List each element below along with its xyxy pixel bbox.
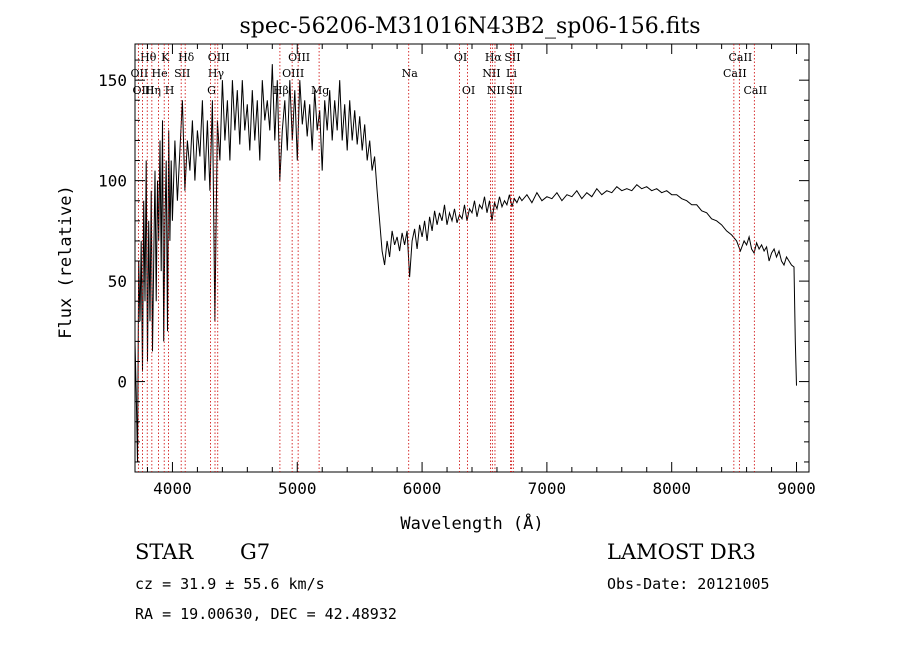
spectral-line-label: Hδ — [178, 51, 195, 64]
object-class: STAR — [135, 540, 194, 564]
x-tick-label: 5000 — [278, 479, 317, 498]
spectral-line-label: He — [152, 67, 168, 80]
y-axis-label: Flux (relative) — [56, 185, 76, 339]
spectral-line-label: OIII — [288, 51, 310, 64]
spectral-line-label: OIII — [132, 84, 154, 97]
plot-area — [134, 64, 797, 463]
spectral-line-label: Hα — [485, 51, 503, 64]
spectral-line-label: OI — [454, 51, 467, 64]
spectral-line-label: Mg — [311, 84, 329, 97]
spectral-line-label: Li — [506, 67, 517, 80]
spectral-line-label: OI — [462, 84, 475, 97]
spectral-line-label: H — [165, 84, 175, 97]
coordinates: RA = 19.00630, DEC = 42.48932 — [135, 605, 397, 623]
spectral-line-label: K — [161, 51, 170, 64]
spectral-line-label: CaII — [723, 67, 747, 80]
spectral-line-label: CaII — [743, 84, 767, 97]
spectral-line-label: Hγ — [208, 67, 225, 80]
spectral-line-label: Na — [402, 67, 419, 80]
spectral-line-label: SII — [506, 84, 522, 97]
x-axis: 4000 5000 6000 7000 8000 9000 — [146, 44, 816, 498]
spectral-line-label: G — [207, 84, 216, 97]
x-tick-label: 4000 — [153, 479, 192, 498]
spectral-line-label: OII — [131, 67, 149, 80]
y-tick-label: 100 — [98, 172, 127, 191]
y-tick-label: 150 — [98, 71, 127, 90]
x-axis-label: Wavelength (Å) — [400, 512, 543, 534]
spectral-line-label: OIII — [208, 51, 230, 64]
x-tick-label: 6000 — [403, 479, 442, 498]
spectral-line-label: Hη — [145, 84, 161, 97]
spectral-subclass: G7 — [240, 540, 270, 564]
spectral-line-label: NII — [482, 67, 500, 80]
spectral-line-label: OIII — [282, 67, 304, 80]
y-tick-label: 50 — [108, 272, 127, 291]
spectral-line-markers: Hθ OII OIII He K Hη H SII Hδ OIII Hγ G Hβ OIII OIII Mg N… — [131, 44, 767, 472]
spectral-line-label: CaII — [729, 51, 753, 64]
y-axis: 0 50 100 150 — [98, 59, 809, 463]
flux-series-line — [134, 64, 797, 463]
survey-name: LAMOST DR3 — [607, 540, 756, 564]
y-tick-label: 0 — [117, 373, 127, 392]
x-tick-label: 9000 — [777, 479, 816, 498]
chart-title: spec-56206-M31016N43B2_sp06-156.fits — [239, 14, 700, 39]
spectral-line-label: SII — [174, 67, 190, 80]
obs-date: Obs-Date: 20121005 — [607, 575, 770, 593]
spectral-line-label: NII — [487, 84, 505, 97]
x-tick-label: 7000 — [528, 479, 567, 498]
redshift-cz: cz = 31.9 ± 55.6 km/s — [135, 575, 325, 593]
spectral-line-label: Hβ — [273, 84, 289, 97]
x-tick-label: 8000 — [652, 479, 691, 498]
spectral-line-label: SII — [504, 51, 520, 64]
spectral-line-label: Hθ — [140, 51, 157, 64]
